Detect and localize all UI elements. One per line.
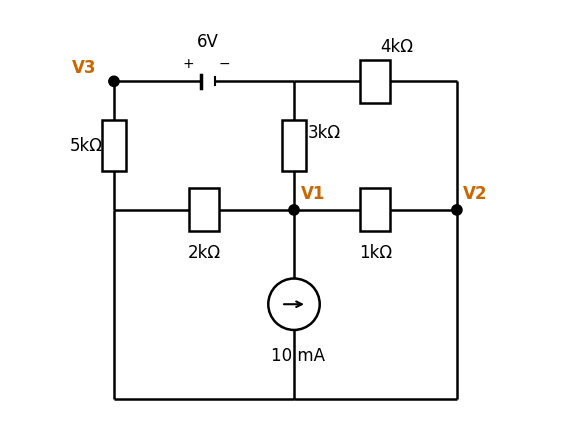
Bar — [360, 188, 390, 231]
Circle shape — [289, 205, 299, 215]
Text: 2kΩ: 2kΩ — [188, 244, 220, 262]
Bar — [102, 120, 126, 171]
Text: V3: V3 — [72, 59, 97, 77]
Text: +: + — [183, 57, 195, 71]
Bar — [189, 188, 219, 231]
Text: 3kΩ: 3kΩ — [308, 124, 340, 142]
Text: 4kΩ: 4kΩ — [380, 38, 413, 55]
Bar — [282, 120, 306, 171]
Text: 1kΩ: 1kΩ — [359, 244, 392, 262]
Text: 6V: 6V — [198, 33, 219, 51]
Text: −: − — [219, 57, 230, 71]
Text: V2: V2 — [463, 185, 488, 204]
Bar — [360, 60, 390, 103]
Circle shape — [452, 205, 462, 215]
Text: 5kΩ: 5kΩ — [69, 137, 102, 155]
Circle shape — [109, 76, 119, 87]
Text: V1: V1 — [300, 185, 325, 204]
Text: 10 mA: 10 mA — [271, 347, 325, 365]
Circle shape — [268, 278, 320, 330]
